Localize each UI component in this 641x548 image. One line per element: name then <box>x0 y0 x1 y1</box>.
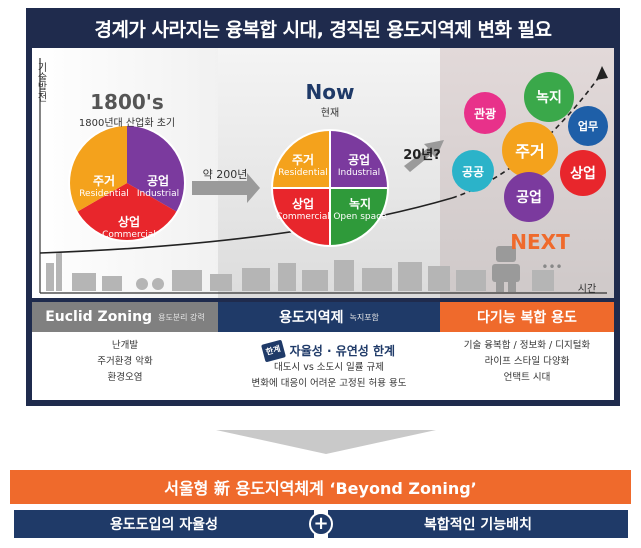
column-zoning-header: 용도지역제 녹지포함 <box>218 302 440 332</box>
pie-1800-industrial <box>127 125 185 212</box>
bubble-commercial: 상업 <box>560 150 606 196</box>
pie-now-label-industrial: 공업 Industrial <box>337 153 381 179</box>
beyond-zoning-banner: 서울형 新 용도지역체계 ‘Beyond Zoning’ <box>10 470 631 504</box>
pie-1800-residential <box>69 125 127 212</box>
column-mixed-header: 다기능 복합 용도 <box>440 302 614 332</box>
pie-1800 <box>68 124 186 242</box>
pie-1800-label-commercial: 상업 Commercial <box>102 215 156 241</box>
bubble-residential: 주거 <box>502 122 558 178</box>
now-subtitle: 현재 <box>320 108 340 119</box>
arrow-20-years <box>404 140 444 172</box>
bubble-industrial: 공업 <box>504 172 554 222</box>
era-1800-subtitle: 1800년대 산업화 초기 <box>78 118 176 129</box>
arrow-20-years-label: 20년? <box>403 148 441 163</box>
autonomy-bar: 용도도입의 자율성 <box>14 510 314 538</box>
curve-arrow-head <box>596 66 608 80</box>
growth-curve <box>39 197 453 254</box>
zoning-headline: 자율성 · 유연성 한계 <box>289 344 396 358</box>
arrow-200-years <box>192 173 260 203</box>
pie-now <box>271 129 389 247</box>
plus-icon: + <box>309 512 333 536</box>
down-arrow <box>216 430 436 454</box>
bubble-tourism: 관광 <box>464 92 506 134</box>
page-title: 경계가 사라지는 융복합 시대, 경직된 용도지역제 변화 필요 <box>94 18 552 41</box>
growth-curve-dashed <box>451 72 603 199</box>
pie-1800-label-residential: 주거 Residential <box>79 174 129 200</box>
diagram-graphics <box>39 58 608 294</box>
bubble-public: 공공 <box>452 150 494 192</box>
next-dots: ••• <box>541 260 563 274</box>
bubble-greenspace: 녹지 <box>524 72 574 122</box>
column-mixed-body: 기술 융복합 / 정보화 / 디지털화 라이프 스타일 다양화 언택트 시대 <box>463 340 591 383</box>
column-zoning-body: 한계 자율성 · 유연성 한계 대도시 vs 소도시 일률 규제 변화에 대응이… <box>218 339 440 392</box>
now-title: Now <box>305 80 355 104</box>
pie-1800-commercial <box>76 183 178 241</box>
bubble-business: 업무 <box>568 106 608 146</box>
next-title: NEXT <box>510 230 570 254</box>
y-axis-label: 기술발전 <box>35 62 46 102</box>
skyline-icons <box>46 253 554 291</box>
pie-now-label-residential: 주거 Residential <box>278 153 328 179</box>
diagram-stage: 기술발전 시간 1800's 1800년대 산업화 초기 주거 Residenti… <box>32 48 614 298</box>
column-euclid-header: Euclid Zoning 용도분리 강력 <box>32 302 218 332</box>
x-axis-label: 시간 <box>577 284 597 295</box>
limit-tag: 한계 <box>260 339 286 363</box>
pie-now-label-openspace: 녹지 Open space <box>333 197 387 223</box>
era-1800-title: 1800's <box>90 90 164 114</box>
pie-now-label-commercial: 상업 Commercial <box>276 197 330 223</box>
robot-icon <box>492 246 520 292</box>
arrow-200-years-label: 약 200년 <box>202 168 248 181</box>
comparison-columns: Euclid Zoning 용도분리 강력 용도지역제 녹지포함 다기능 복합 용도… <box>32 302 614 400</box>
pie-1800-label-industrial: 공업 Industrial <box>136 174 180 200</box>
mixed-function-bar: 복합적인 기능배치 <box>328 510 628 538</box>
column-euclid-body: 난개발 주거환경 악화 환경오염 <box>97 340 153 383</box>
